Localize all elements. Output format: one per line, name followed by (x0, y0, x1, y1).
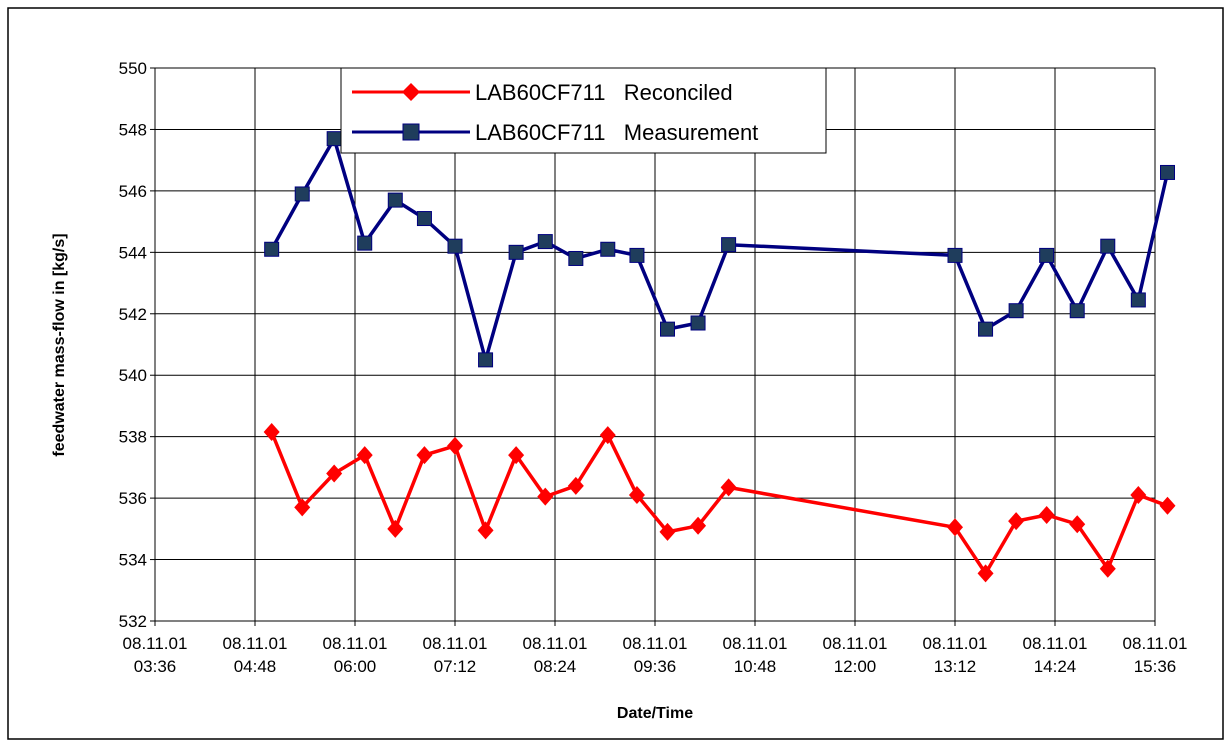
x-tick-time: 15:36 (1134, 657, 1177, 676)
square-marker (629, 247, 645, 263)
x-tick-time: 09:36 (634, 657, 677, 676)
square-marker (721, 237, 737, 253)
diamond-marker (477, 521, 494, 540)
y-tick-label: 542 (119, 305, 147, 324)
square-marker (600, 241, 616, 257)
y-tick-label: 538 (119, 428, 147, 447)
square-marker (387, 192, 403, 208)
square-marker (537, 234, 553, 250)
x-tick-time: 14:24 (1034, 657, 1077, 676)
legend-label-reconciled: LAB60CF711 Reconciled (475, 80, 733, 105)
square-marker (508, 244, 524, 260)
diamond-marker (263, 423, 280, 442)
square-marker (690, 315, 706, 331)
y-tick-label: 532 (119, 612, 147, 631)
diamond-marker (1038, 506, 1055, 525)
y-tick-label: 548 (119, 120, 147, 139)
y-tick-label: 534 (119, 551, 147, 570)
square-marker (1100, 238, 1116, 254)
square-marker (326, 131, 342, 147)
square-marker (947, 247, 963, 263)
series-reconciled (263, 423, 1176, 583)
legend-label-measurement: LAB60CF711 Measurement (475, 120, 758, 145)
diamond-marker (387, 519, 404, 538)
y-tick-label: 546 (119, 182, 147, 201)
diamond-marker (1008, 512, 1025, 531)
x-tick-date: 08.11.01 (923, 634, 988, 653)
diamond-marker (947, 518, 963, 537)
square-marker (357, 235, 373, 251)
y-tick-label: 540 (119, 366, 147, 385)
x-tick-date: 08.11.01 (723, 634, 788, 653)
square-marker (1130, 292, 1146, 308)
diamond-marker (1069, 515, 1086, 534)
diamond-marker (690, 516, 707, 535)
diamond-marker (599, 426, 616, 445)
x-tick-time: 07:12 (434, 657, 477, 676)
x-tick-date: 08.11.01 (123, 634, 188, 653)
square-marker (416, 211, 432, 227)
x-tick-time: 08:24 (534, 657, 577, 676)
x-tick-time: 12:00 (834, 657, 877, 676)
x-tick-date: 08.11.01 (1123, 634, 1188, 653)
square-marker (478, 352, 494, 368)
diamond-marker (659, 522, 676, 541)
x-tick-date: 08.11.01 (323, 634, 388, 653)
diamond-marker (628, 486, 645, 505)
y-axis-title: feedwater mass-flow in [kg/s] (51, 233, 68, 456)
x-tick-date: 08.11.01 (423, 634, 488, 653)
y-tick-label: 536 (119, 489, 147, 508)
x-tick-time: 13:12 (934, 657, 977, 676)
diamond-marker (294, 498, 311, 517)
diamond-marker (356, 446, 373, 465)
diamond-marker (567, 476, 584, 495)
x-axis-title: Date/Time (617, 705, 693, 722)
diamond-marker (326, 464, 343, 483)
x-tick-time: 03:36 (134, 657, 177, 676)
diamond-marker (537, 487, 554, 506)
x-tick-date: 08.11.01 (823, 634, 888, 653)
y-tick-label: 550 (119, 59, 147, 78)
square-marker (1039, 247, 1055, 263)
legend-diamond-marker (402, 83, 420, 101)
diamond-marker (416, 446, 433, 465)
y-axis-ticks: 532 534 536 538 540 542 544 546 548 550 (119, 59, 155, 631)
x-tick-date: 08.11.01 (623, 634, 688, 653)
legend-square-marker (402, 123, 420, 141)
diamond-marker (1159, 496, 1176, 515)
diamond-marker (977, 564, 994, 583)
y-tick-label: 544 (119, 243, 147, 262)
square-marker (1160, 164, 1175, 180)
square-marker (1069, 303, 1085, 319)
series-layer (263, 131, 1176, 583)
legend-box (340, 67, 827, 154)
square-marker (978, 321, 994, 337)
x-tick-time: 10:48 (734, 657, 777, 676)
square-marker (660, 321, 675, 337)
square-marker (568, 250, 584, 266)
legend: LAB60CF711 Reconciled LAB60CF711 Measure… (340, 67, 827, 154)
square-marker (1008, 303, 1024, 319)
x-tick-time: 06:00 (334, 657, 377, 676)
diamond-marker (1130, 486, 1147, 505)
diamond-marker (720, 478, 737, 497)
legend-item-measurement: LAB60CF711 Measurement (352, 120, 758, 145)
gridlines (154, 67, 1156, 622)
x-axis-ticks: 08.11.01 03:36 08.11.01 04:48 08.11.01 06:00 0… (123, 621, 1188, 676)
x-tick-date: 08.11.01 (523, 634, 588, 653)
square-marker (294, 186, 310, 202)
square-marker (447, 238, 463, 254)
diamond-marker (447, 436, 463, 455)
diamond-marker (508, 446, 525, 465)
series-measurement (264, 131, 1175, 368)
x-tick-date: 08.11.01 (223, 634, 288, 653)
x-tick-time: 04:48 (234, 657, 277, 676)
diamond-marker (1099, 559, 1116, 578)
legend-item-reconciled: LAB60CF711 Reconciled (352, 80, 733, 105)
x-tick-date: 08.11.01 (1023, 634, 1088, 653)
square-marker (264, 241, 280, 257)
